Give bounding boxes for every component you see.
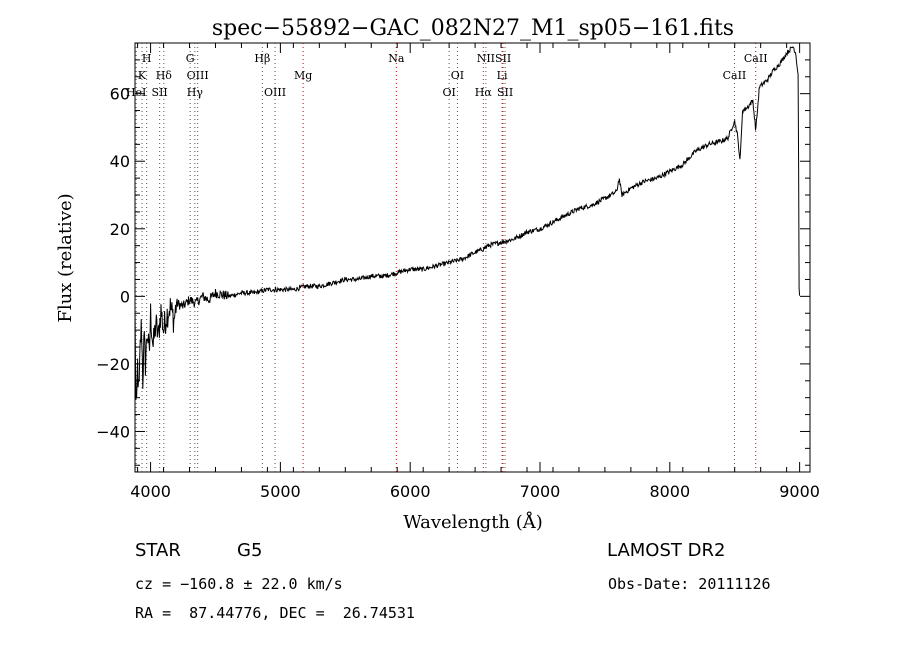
line-label-15: Hα bbox=[475, 86, 493, 99]
spectral-line-markers: HK HeI Hδ SII G OIII Hγ Hβ OIII Mg Na OI OI NII Hα SII L… bbox=[126, 43, 768, 472]
line-label-18: SII bbox=[497, 86, 513, 99]
x-tick-label-5: 9000 bbox=[779, 482, 820, 501]
line-label-10: Mg bbox=[294, 69, 312, 82]
x-axis-label: Wavelength (Å) bbox=[403, 511, 543, 533]
spectrum-line bbox=[134, 46, 801, 401]
line-label-17: Li bbox=[497, 69, 508, 82]
line-label-4: SII bbox=[152, 86, 168, 99]
coordinates-text: RA = 87.44776, DEC = 26.74531 bbox=[135, 604, 415, 622]
x-tick-label-2: 6000 bbox=[390, 482, 431, 501]
line-label-6: OIII bbox=[187, 69, 209, 82]
line-label-7: Hγ bbox=[187, 86, 204, 99]
line-label-12: OI bbox=[451, 69, 464, 82]
line-label-1: K bbox=[138, 69, 147, 82]
y-axis-label: Flux (relative) bbox=[55, 193, 76, 322]
line-label-14: NII bbox=[477, 52, 495, 65]
survey-label: LAMOST DR2 bbox=[607, 540, 726, 561]
x-tick-label-0: 4000 bbox=[130, 482, 171, 501]
line-label-11: Na bbox=[388, 52, 405, 65]
y-tick-label-4: 40 bbox=[110, 152, 130, 171]
x-tick-label-1: 5000 bbox=[260, 482, 301, 501]
axis-ticks: 4000 5000 6000 7000 8000 9000 −40 −20 0 20 40 60 bbox=[96, 43, 820, 501]
line-label-20: CaII bbox=[723, 69, 747, 82]
line-label-19: CaII bbox=[744, 52, 768, 65]
line-label-9: OIII bbox=[264, 86, 286, 99]
object-class: STAR bbox=[135, 540, 181, 561]
x-tick-label-3: 7000 bbox=[520, 482, 561, 501]
line-label-16: SII bbox=[495, 52, 511, 65]
chart-title: spec−55892−GAC_082N27_M1_sp05−161.fits bbox=[212, 16, 734, 41]
obs-date-text: Obs-Date: 20111126 bbox=[608, 575, 771, 593]
plot-frame bbox=[134, 42, 811, 473]
line-label-8: Hβ bbox=[254, 52, 270, 65]
line-label-2: HeI bbox=[126, 86, 146, 99]
y-tick-label-2: 0 bbox=[120, 287, 130, 306]
x-tick-label-4: 8000 bbox=[649, 482, 690, 501]
line-label-3: Hδ bbox=[156, 69, 173, 82]
y-tick-label-1: −20 bbox=[96, 355, 130, 374]
y-tick-label-5: 60 bbox=[110, 85, 130, 104]
line-label-0: H bbox=[142, 52, 152, 65]
line-label-13: OI bbox=[442, 86, 455, 99]
y-tick-label-0: −40 bbox=[96, 422, 130, 441]
line-label-5: G bbox=[186, 52, 195, 65]
object-subclass: G5 bbox=[237, 540, 263, 561]
y-tick-label-3: 20 bbox=[110, 220, 130, 239]
redshift-text: cz = −160.8 ± 22.0 km/s bbox=[135, 575, 343, 593]
